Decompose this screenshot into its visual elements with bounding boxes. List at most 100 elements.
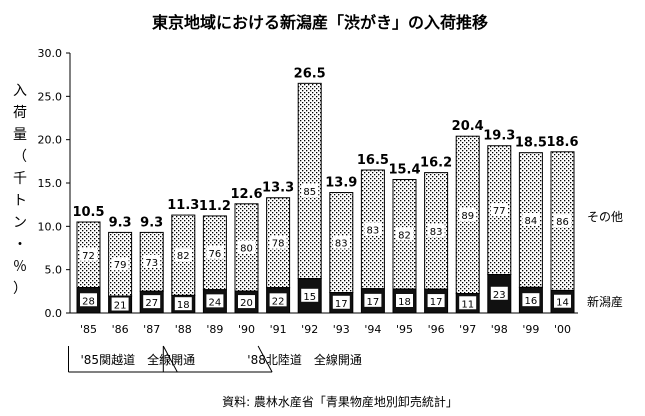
other-share-label: 86 [556,217,569,228]
total-label: 16.2 [420,156,452,171]
total-label: 9.3 [109,215,132,230]
other-label-box [364,222,382,236]
other-share-label: 80 [240,243,253,254]
y-tick-label: 25.0 [38,90,63,103]
other-label-box [174,248,192,262]
niigata-share-label: 14 [556,298,569,309]
x-tick-label: '96 [428,323,445,336]
x-tick-label: '00 [554,323,571,336]
other-share-label: 83 [430,227,443,238]
niigata-label-box [238,295,255,309]
other-label-box [206,245,224,259]
y-tick-label: 10.0 [38,220,63,233]
other-share-label: 77 [493,206,506,217]
niigata-label-box [459,296,477,310]
total-label: 12.6 [230,187,262,202]
x-tick-label: '90 [238,323,255,336]
x-tick-label: '99 [522,323,539,336]
other-label-box [111,257,129,271]
niigata-share-label: 15 [303,292,316,303]
other-label-box [490,203,508,217]
niigata-label-box [490,286,508,300]
other-label-box [522,213,540,227]
annotation-bracket [257,345,273,373]
other-share-label: 73 [145,258,158,269]
y-axis-label-char: ） [13,281,27,297]
y-axis-label-char: 荷 [13,105,27,121]
total-label: 13.3 [262,181,294,196]
legend-other: その他 [587,210,623,224]
niigata-share-label: 22 [272,296,285,307]
other-label-box [459,207,477,221]
niigata-label-box [554,294,571,308]
y-tick-label: 30.0 [38,47,63,60]
other-share-label: 84 [525,216,538,227]
total-label: 19.3 [483,129,515,144]
total-label: 9.3 [140,215,163,230]
niigata-label-box [427,294,445,308]
x-tick-label: '85 [80,323,97,336]
x-tick-label: '97 [459,323,476,336]
niigata-share-label: 18 [177,300,190,311]
niigata-share-label: 28 [82,296,95,307]
y-axis-label-char: 量 [13,127,27,143]
other-share-label: 83 [335,239,348,250]
niigata-share-label: 21 [114,301,127,312]
x-tick-label: '88 [175,323,192,336]
y-axis-label-char: 入 [13,83,27,99]
y-tick-label: 20.0 [38,134,63,147]
y-tick-label: 5.0 [45,264,63,277]
niigata-share-label: 27 [145,298,158,309]
x-tick-label: '95 [396,323,413,336]
niigata-label-box [269,293,287,307]
annotation-label: '85関越道 全線開通 [81,352,196,367]
x-tick-label: '93 [333,323,350,336]
other-share-label: 78 [272,239,285,250]
niigata-share-label: 18 [398,297,411,308]
niigata-label-box [332,295,350,309]
total-label: 20.4 [452,119,484,134]
niigata-share-label: 17 [335,299,348,310]
niigata-share-label: 17 [367,297,380,308]
niigata-label-box [174,297,192,311]
legend-niigata: 新潟産 [587,294,623,309]
y-tick-label: 0.0 [45,307,63,320]
niigata-label-box [522,293,540,307]
source-note: 資料: 農林水産省「青果物産地別卸売統計」 [222,394,458,409]
y-axis-label-char: ％ [13,259,27,275]
niigata-label-box [206,294,224,308]
annotation-0: '85関越道 全線開通 [68,345,196,373]
other-share-label: 82 [177,251,190,262]
niigata-label-box [143,295,161,309]
x-tick-label: '92 [301,323,318,336]
annotation-bracket [162,345,178,373]
y-axis-label: 入荷量 （ 千トン・ ％ ） [13,83,27,297]
other-label-box [301,183,319,197]
x-tick-label: '94 [364,323,381,336]
niigata-label-box [111,297,129,311]
total-label: 10.5 [72,205,104,220]
other-label-box [396,227,413,241]
other-label-box [554,214,571,228]
total-label: 18.6 [546,135,578,150]
total-label: 11.2 [199,199,231,214]
niigata-label-box [364,293,382,307]
other-share-label: 83 [367,225,380,236]
niigata-label-box [301,288,319,302]
other-share-label: 85 [303,187,316,198]
other-share-label: 72 [82,251,95,262]
other-label-box [269,235,287,249]
x-tick-label: '98 [491,323,508,336]
niigata-share-label: 17 [430,297,443,308]
y-axis-label-char: 千 [13,171,27,187]
total-label: 26.5 [294,66,326,81]
other-share-label: 82 [398,230,411,241]
x-tick-label: '86 [112,323,129,336]
y-axis-label-char: （ [13,149,27,165]
total-label: 13.9 [325,176,357,191]
other-label-box [238,240,255,254]
niigata-share-label: 16 [525,296,538,307]
bar-other [297,82,322,280]
other-label-box [332,235,350,249]
